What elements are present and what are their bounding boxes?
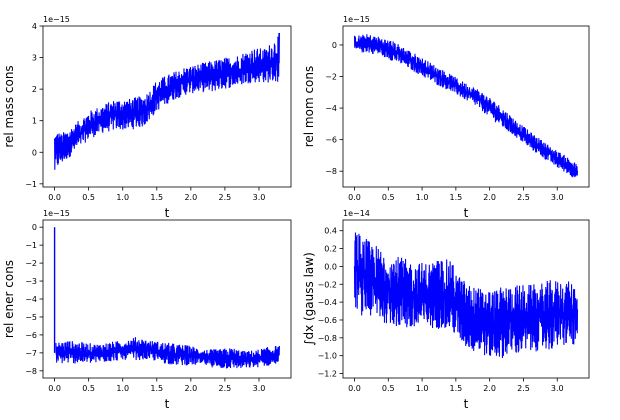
axis-offset-label: 1e−15 (43, 209, 70, 218)
y-tick-label: −8 (25, 367, 37, 376)
x-tick-label: 0.0 (48, 193, 61, 202)
axis-offset-label: 1e−15 (43, 15, 70, 24)
x-tick-label: 2.5 (219, 193, 232, 202)
x-axis-label: t (464, 397, 469, 411)
x-tick-label: 1.5 (150, 193, 163, 202)
x-tick-label: 0.0 (348, 193, 361, 202)
x-tick-label: 0.5 (382, 384, 395, 393)
y-tick-label: 0.2 (324, 245, 337, 254)
y-tick-label: −6 (25, 331, 37, 340)
axes-frame-momentum (342, 25, 590, 188)
y-axis-label: rel mom cons (302, 66, 316, 148)
y-tick-label: −0.8 (318, 334, 337, 343)
x-tick-label: 1.0 (416, 193, 429, 202)
x-tick-label: 3.0 (551, 384, 564, 393)
x-tick-label: 2.5 (517, 384, 530, 393)
x-tick-label: 0.5 (82, 384, 95, 393)
y-tick-label: −8 (325, 167, 337, 176)
y-tick-label: 0 (32, 223, 37, 232)
y-axis-label: ∫dx (gauss law) (302, 252, 316, 346)
axis-offset-label: 1e−14 (343, 209, 370, 218)
y-tick-label: 2 (32, 85, 37, 94)
x-tick-label: 2.5 (517, 193, 530, 202)
series-line-energy (55, 337, 280, 369)
y-tick-label: −4 (25, 295, 37, 304)
x-axis-label: t (165, 206, 170, 220)
y-tick-label: −0.2 (318, 280, 337, 289)
y-tick-label: 0 (32, 148, 37, 157)
y-axis-label: rel mass cons (2, 65, 16, 147)
series-line-mass (54, 32, 280, 170)
subplot-energy: 0.0 0.5 1.0 1.5 2.0 2.5 3.0 −8 −7 −6 −5 −4 −3 −2 −1 0 1e… (2, 209, 292, 411)
y-tick-label: −1.0 (318, 352, 337, 361)
y-tick-label: −2 (25, 259, 37, 268)
x-tick-label: 1.5 (449, 384, 462, 393)
y-tick-label: −6 (325, 136, 337, 145)
series-line-gauss-law (353, 232, 579, 359)
x-tick-label: 3.0 (253, 384, 266, 393)
x-axis-label: t (464, 206, 469, 220)
x-tick-label: 0.5 (82, 193, 95, 202)
series-line-momentum (353, 34, 579, 178)
x-tick-label: 2.0 (483, 384, 496, 393)
y-tick-label: 0.4 (324, 227, 337, 236)
x-tick-label: 1.5 (150, 384, 163, 393)
y-tick-label: 1 (32, 117, 37, 126)
x-tick-label: 1.0 (416, 384, 429, 393)
x-tick-label: 0.0 (348, 384, 361, 393)
x-tick-label: 3.0 (551, 193, 564, 202)
x-tick-label: 3.0 (253, 193, 266, 202)
y-axis-label: rel ener cons (2, 260, 16, 338)
y-tick-label: −0.4 (318, 298, 337, 307)
x-axis-label: t (165, 397, 170, 411)
x-tick-label: 2.5 (219, 384, 232, 393)
y-tick-label: 3 (32, 54, 37, 63)
axes-frame-mass (42, 25, 292, 188)
y-tick-label: 0.0 (324, 262, 337, 271)
y-tick-label: −7 (25, 349, 37, 358)
subplot-gauss-law: 0.0 0.5 1.0 1.5 2.0 2.5 3.0 −1.2 −1.0 −0.8 −0.6 −0.… (302, 209, 590, 411)
x-tick-label: 1.0 (116, 384, 129, 393)
x-tick-label: 0.0 (48, 384, 61, 393)
x-tick-label: 1.0 (116, 193, 129, 202)
y-tick-label: −5 (25, 313, 37, 322)
axis-offset-label: 1e−15 (343, 15, 370, 24)
x-tick-label: 2.0 (483, 193, 496, 202)
y-tick-label: −1.2 (318, 370, 337, 379)
y-tick-label: −3 (25, 277, 37, 286)
x-tick-label: 2.0 (184, 193, 197, 202)
y-tick-label: 4 (32, 22, 37, 31)
subplot-mass: 0.0 0.5 1.0 1.5 2.0 2.5 3.0 −1 0 1 2 3 4 1e−15 t rel ma… (2, 15, 292, 220)
y-tick-label: −0.6 (318, 316, 337, 325)
x-tick-label: 0.5 (382, 193, 395, 202)
y-tick-label: −1 (25, 241, 37, 250)
x-tick-label: 2.0 (184, 384, 197, 393)
y-tick-label: 0 (332, 41, 337, 50)
y-tick-label: −1 (25, 180, 37, 189)
axes-frame-gauss-law (342, 219, 590, 379)
x-tick-label: 1.5 (449, 193, 462, 202)
y-tick-label: −4 (325, 104, 337, 113)
subplot-momentum: 0.0 0.5 1.0 1.5 2.0 2.5 3.0 −8 −6 −4 −2 0 1e−15 t rel … (302, 15, 590, 220)
y-tick-label: −2 (325, 73, 337, 82)
